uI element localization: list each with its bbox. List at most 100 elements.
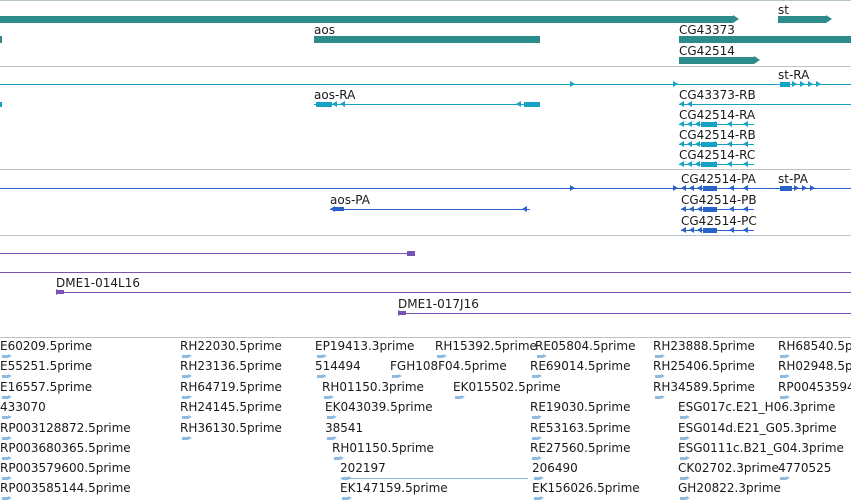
est-label[interactable]: 38541 xyxy=(325,421,364,435)
gene-label[interactable]: CG42514 xyxy=(679,44,735,58)
est-feature[interactable] xyxy=(392,375,398,378)
est-feature[interactable] xyxy=(2,396,8,399)
est-feature[interactable] xyxy=(655,355,661,358)
est-feature[interactable] xyxy=(317,355,323,358)
est-feature[interactable] xyxy=(2,497,8,500)
gene-feature[interactable] xyxy=(679,36,851,43)
est-feature[interactable] xyxy=(532,437,538,440)
est-feature[interactable] xyxy=(780,477,786,480)
exon-block[interactable] xyxy=(703,228,717,233)
est-label[interactable]: 4770525 xyxy=(778,461,832,475)
gene-feature[interactable] xyxy=(0,36,2,43)
est-label[interactable]: ESG014d.E21_G05.3prime xyxy=(678,421,837,435)
protein-label[interactable]: CG42514-PC xyxy=(681,214,757,228)
mrna-label[interactable]: CG42514-RB xyxy=(679,128,756,142)
est-label[interactable]: RE05804.5prime xyxy=(535,339,636,353)
est-label[interactable]: GH20822.3prime xyxy=(678,481,781,495)
est-feature[interactable] xyxy=(340,478,528,479)
exon-block[interactable] xyxy=(703,207,717,212)
est-label[interactable]: RH23888.5prime xyxy=(653,339,755,353)
est-label[interactable]: RP003680365.5prime xyxy=(0,441,131,455)
est-label[interactable]: RH01150.3prime xyxy=(322,380,424,394)
est-feature[interactable] xyxy=(182,437,188,440)
mrna-feature[interactable] xyxy=(0,84,851,85)
est-label[interactable]: RH68540.5prime xyxy=(778,339,851,353)
est-label[interactable]: RH24145.5prime xyxy=(180,400,282,414)
est-label[interactable]: RH34589.5prime xyxy=(653,380,755,394)
est-feature[interactable] xyxy=(2,437,8,440)
mrna-label[interactable]: CG43373-RB xyxy=(679,88,756,102)
est-feature[interactable] xyxy=(182,355,188,358)
bac-clone[interactable] xyxy=(0,253,415,254)
est-feature[interactable] xyxy=(182,396,188,399)
est-feature[interactable] xyxy=(780,396,786,399)
est-label[interactable]: EK015502.5prime xyxy=(453,380,561,394)
est-feature[interactable] xyxy=(537,355,543,358)
exon-block[interactable] xyxy=(780,82,790,87)
est-label[interactable]: E55251.5prime xyxy=(0,359,93,373)
est-feature[interactable] xyxy=(324,396,330,399)
protein-label[interactable]: aos-PA xyxy=(330,193,370,207)
mrna-feature[interactable] xyxy=(679,104,851,105)
est-feature[interactable] xyxy=(534,477,540,480)
mrna-feature[interactable] xyxy=(314,104,540,105)
est-feature[interactable] xyxy=(680,497,686,500)
est-label[interactable]: EP19413.3prime xyxy=(315,339,415,353)
gene-label[interactable]: CG43373 xyxy=(679,23,735,37)
est-label[interactable]: EK156026.5prime xyxy=(532,481,640,495)
gene-feature[interactable] xyxy=(314,36,540,43)
est-label[interactable]: RP003128872.5prime xyxy=(0,421,131,435)
bac-clone[interactable] xyxy=(398,313,851,314)
protein-feature[interactable] xyxy=(681,188,754,189)
bac-label[interactable]: DME1-017J16 xyxy=(398,297,479,311)
est-label[interactable]: E60209.5prime xyxy=(0,339,93,353)
est-feature[interactable] xyxy=(327,416,333,419)
est-feature[interactable] xyxy=(680,416,686,419)
est-feature[interactable] xyxy=(680,457,686,460)
est-feature[interactable] xyxy=(2,457,8,460)
exon-block[interactable] xyxy=(701,122,717,127)
est-feature[interactable] xyxy=(532,416,538,419)
est-label[interactable]: RP003579600.5prime xyxy=(0,461,131,475)
est-label[interactable]: ESG0111c.B21_G04.3prime xyxy=(678,441,844,455)
est-label[interactable]: RE27560.5prime xyxy=(530,441,631,455)
bac-end[interactable] xyxy=(407,251,415,256)
est-feature[interactable] xyxy=(317,375,323,378)
est-label[interactable]: RH64719.5prime xyxy=(180,380,282,394)
mrna-label[interactable]: aos-RA xyxy=(314,88,356,102)
exon-block[interactable] xyxy=(524,102,540,107)
gene-feature[interactable] xyxy=(0,16,733,23)
est-label[interactable]: RH25406.5prime xyxy=(653,359,755,373)
est-feature[interactable] xyxy=(534,497,540,500)
est-label[interactable]: RH02948.5prime xyxy=(778,359,851,373)
exon-block[interactable] xyxy=(0,102,2,107)
mrna-label[interactable]: CG42514-RA xyxy=(679,108,756,122)
est-feature[interactable] xyxy=(2,416,8,419)
bac-label[interactable]: DME1-014L16 xyxy=(56,276,140,290)
est-feature[interactable] xyxy=(680,477,686,480)
protein-feature[interactable] xyxy=(330,209,530,210)
est-label[interactable]: RH36130.5prime xyxy=(180,421,282,435)
est-label[interactable]: 433070 xyxy=(0,400,46,414)
exon-block[interactable] xyxy=(316,102,332,107)
est-feature[interactable] xyxy=(2,355,8,358)
est-label[interactable]: CK02702.3prime xyxy=(678,461,779,475)
est-label[interactable]: ESG017c.E21_H06.3prime xyxy=(678,400,836,414)
est-feature[interactable] xyxy=(437,355,443,358)
gene-feature[interactable] xyxy=(679,57,754,64)
exon-block[interactable] xyxy=(334,207,344,211)
est-feature[interactable] xyxy=(655,375,661,378)
est-label[interactable]: RE53163.5prime xyxy=(530,421,631,435)
est-label[interactable]: RE19030.5prime xyxy=(530,400,631,414)
est-feature[interactable] xyxy=(532,375,538,378)
est-feature[interactable] xyxy=(780,375,786,378)
est-feature[interactable] xyxy=(334,457,340,460)
exon-block[interactable] xyxy=(703,186,717,191)
gene-feature[interactable] xyxy=(778,16,826,23)
mrna-label[interactable]: CG42514-RC xyxy=(679,148,756,162)
est-label[interactable]: RH01150.5prime xyxy=(332,441,434,455)
est-feature[interactable] xyxy=(2,477,8,480)
est-feature[interactable] xyxy=(780,355,786,358)
est-label[interactable]: RE69014.5prime xyxy=(530,359,631,373)
protein-label[interactable]: CG42514-PA xyxy=(681,172,756,186)
